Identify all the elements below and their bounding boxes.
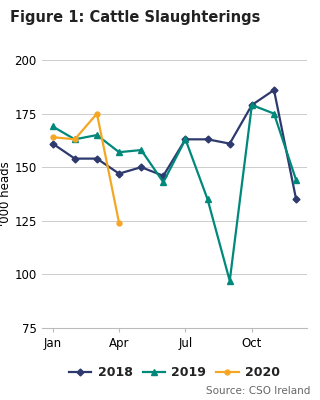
2018 [73,156,77,161]
2019 [184,137,188,142]
2020 [73,137,77,142]
Line: 2018: 2018 [50,88,299,202]
2019 [250,103,254,108]
2018 [51,141,55,146]
2018 [161,173,165,178]
Legend: 2018, 2019, 2020: 2018, 2019, 2020 [64,361,285,384]
2018 [184,137,188,142]
2020 [95,111,99,116]
2018 [206,137,210,142]
Line: 2020: 2020 [50,111,122,225]
2019 [294,178,298,182]
2020 [117,220,121,225]
Line: 2019: 2019 [50,102,299,284]
2019 [139,148,143,152]
2019 [206,197,210,202]
2019 [51,124,55,129]
2019 [161,180,165,185]
2019 [228,278,232,283]
2019 [117,150,121,154]
Y-axis label: '000 heads: '000 heads [0,162,12,226]
Text: Source: CSO Ireland: Source: CSO Ireland [206,386,310,396]
2018 [95,156,99,161]
2018 [294,197,298,202]
2019 [272,111,276,116]
2018 [139,165,143,170]
2018 [117,171,121,176]
2020 [51,135,55,140]
2019 [95,133,99,138]
Text: Figure 1: Cattle Slaughterings: Figure 1: Cattle Slaughterings [10,10,260,25]
2018 [272,88,276,92]
2019 [73,137,77,142]
2018 [250,103,254,108]
2018 [228,141,232,146]
